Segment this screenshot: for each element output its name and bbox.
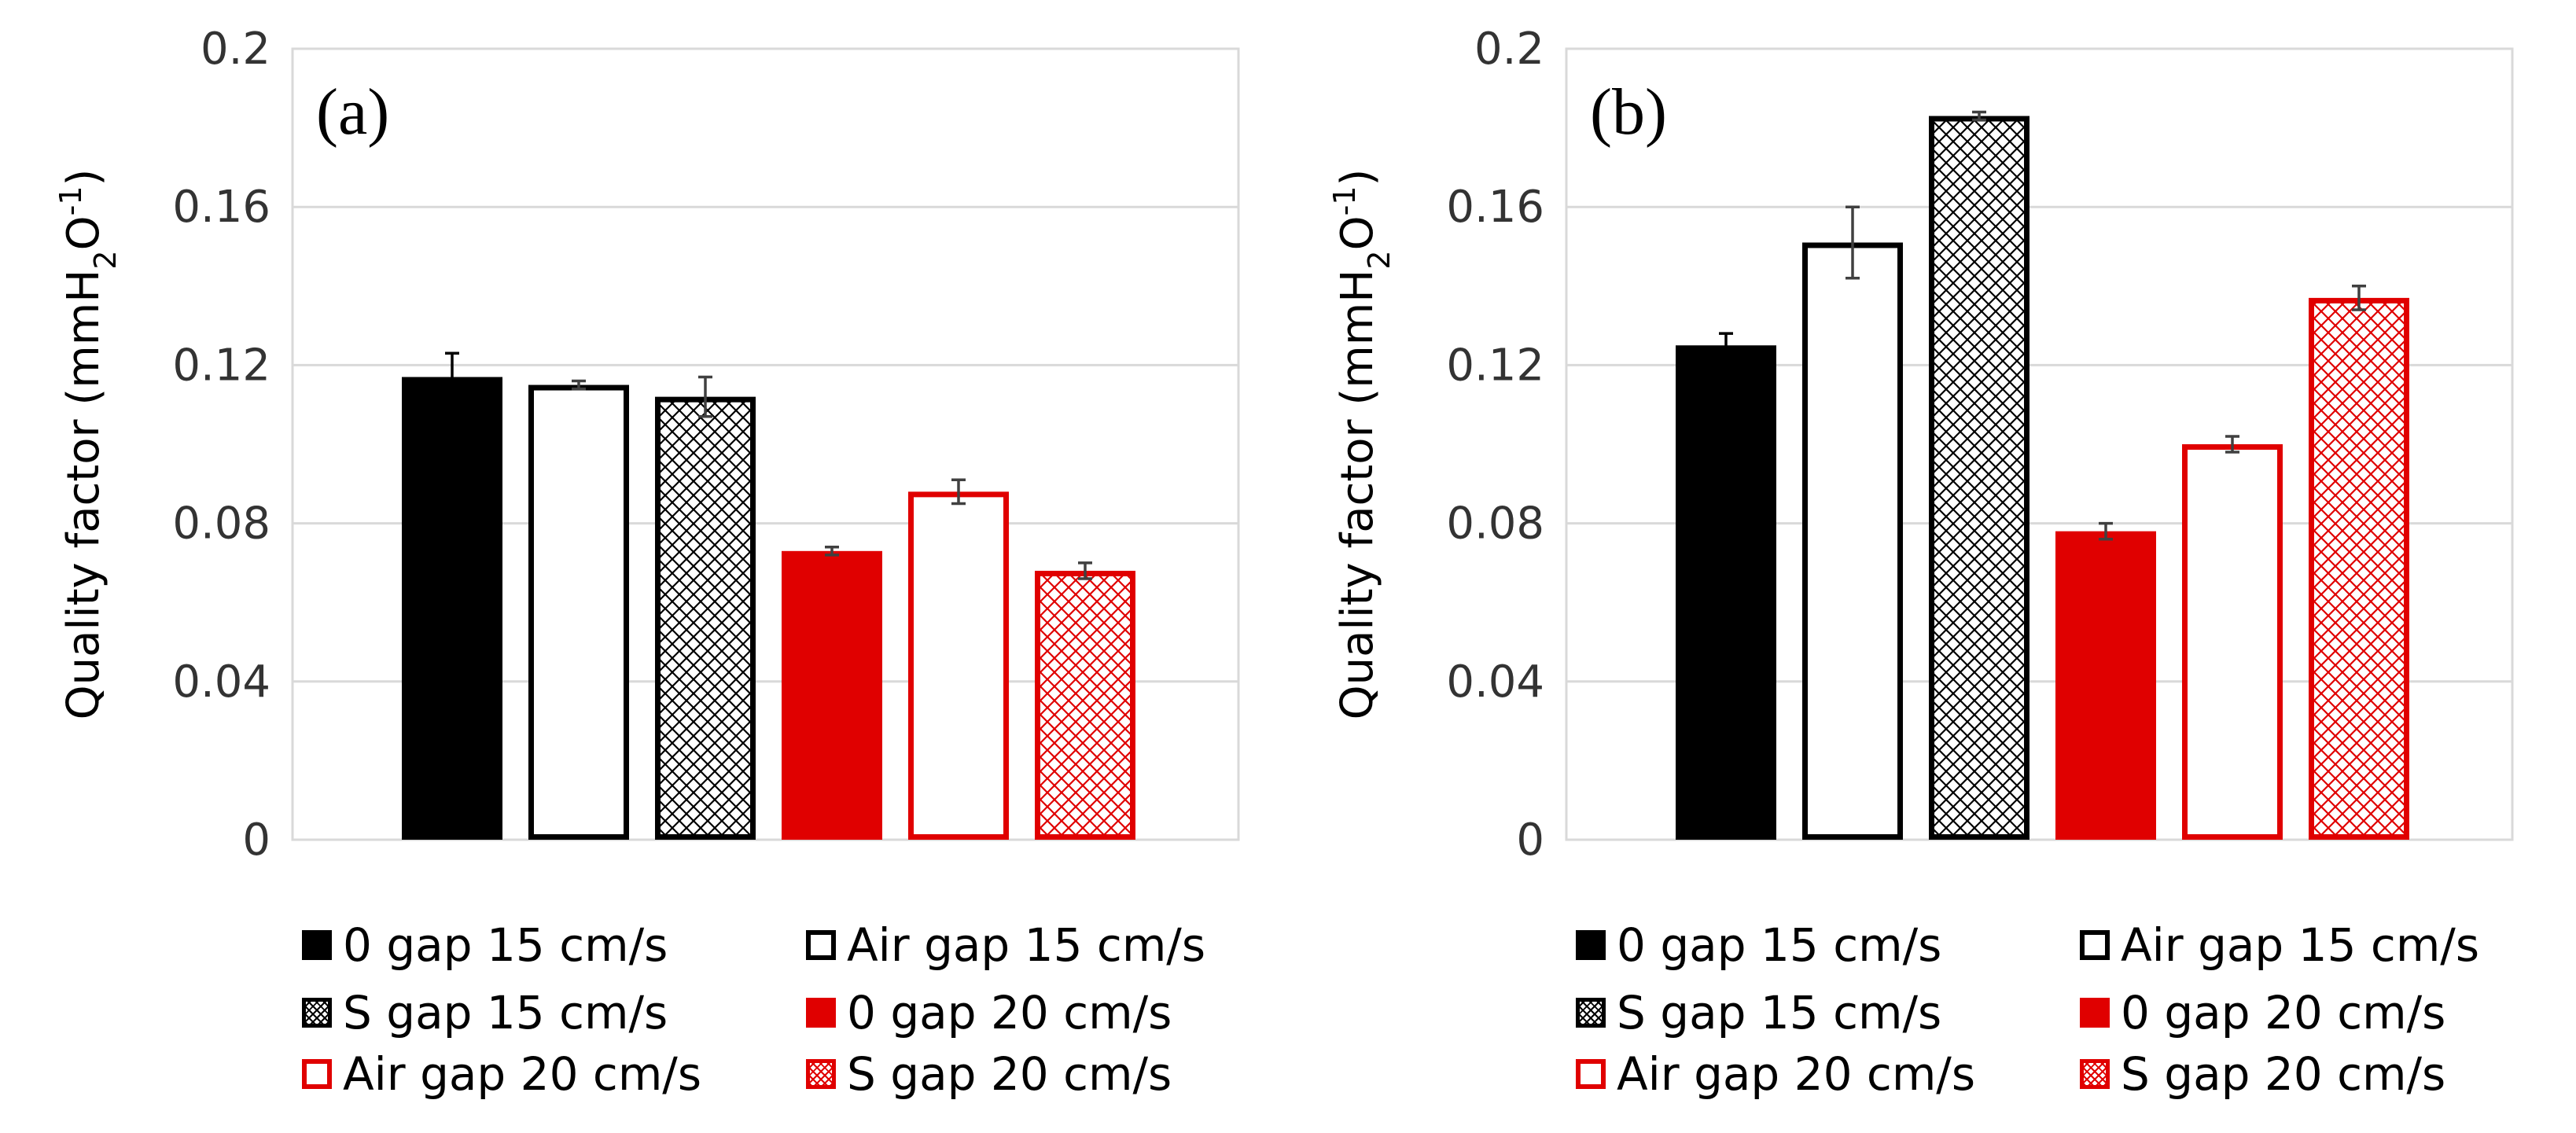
legend-item-0-gap-20-cm-s: 0 gap 20 cm/s [806, 978, 1172, 1047]
bar-s-gap-20-cm-s [2309, 297, 2409, 840]
bar-s-gap-15-cm-s [1929, 116, 2030, 840]
legend-item-s-gap-15-cm-s: S gap 15 cm/s [302, 978, 668, 1047]
legend-item-s-gap-20-cm-s: S gap 20 cm/s [2080, 1039, 2445, 1109]
panel-label: (a) [316, 75, 389, 149]
bar-air-gap-20-cm-s [908, 491, 1009, 840]
y-tick-label: 0.12 [1446, 340, 1544, 391]
panel-label: (b) [1590, 75, 1667, 149]
legend-label: 0 gap 20 cm/s [2121, 986, 2446, 1039]
legend-b: 0 gap 15 cm/s Air gap 15 cm/s S gap 15 cm/… [1274, 896, 2548, 1132]
legend-swatch [2080, 1059, 2110, 1089]
error-bar [2099, 521, 2113, 541]
bar-s-gap-15-cm-s [655, 396, 756, 840]
y-tick-label: 0 [1516, 815, 1544, 866]
legend-label: Air gap 15 cm/s [2121, 918, 2480, 972]
error-bar [445, 351, 459, 403]
y-tick-label: 0.2 [1474, 24, 1544, 75]
legend-swatch [806, 930, 836, 960]
legend-label: 0 gap 15 cm/s [343, 918, 668, 972]
legend-label: 0 gap 20 cm/s [847, 986, 1172, 1039]
legend-item-0-gap-15-cm-s: 0 gap 15 cm/s [1576, 910, 1941, 980]
legend-swatch [2080, 930, 2110, 960]
legend-label: Air gap 15 cm/s [847, 918, 1206, 972]
y-tick-label: 0.12 [172, 340, 270, 391]
legend-swatch [806, 1059, 836, 1089]
legend-swatch [806, 998, 836, 1028]
legend-item-air-gap-15-cm-s: Air gap 15 cm/s [806, 910, 1205, 980]
chart-a-svg: 0 0.04 0.08 0.12 0.16 0.2 Quality factor (mmH2… [53, 24, 1240, 866]
y-tick-label: 0 [242, 815, 270, 866]
error-bar [1846, 205, 1860, 280]
legend-swatch [302, 930, 332, 960]
error-bar [1719, 332, 1733, 359]
y-tick-label: 0.2 [201, 24, 270, 75]
legend-item-air-gap-20-cm-s: Air gap 20 cm/s [1576, 1039, 1975, 1109]
bar-0-gap-20-cm-s [782, 550, 882, 840]
bar-0-gap-15-cm-s [402, 377, 502, 840]
legend-label: S gap 20 cm/s [2121, 1047, 2446, 1101]
bar-air-gap-15-cm-s [528, 384, 629, 840]
legend-swatch [1576, 1059, 1606, 1089]
error-bar [2352, 285, 2366, 311]
legend-label: Air gap 20 cm/s [1617, 1047, 1976, 1101]
error-bar [2225, 435, 2239, 454]
bar-0-gap-20-cm-s [2055, 531, 2156, 840]
error-bar [1972, 110, 1986, 122]
bar-air-gap-20-cm-s [2182, 444, 2283, 840]
bar-0-gap-15-cm-s [1676, 345, 1776, 840]
legend-swatch [302, 998, 332, 1028]
legend-swatch [302, 1059, 332, 1089]
y-tick-label: 0.08 [1446, 498, 1544, 550]
legend-label: S gap 15 cm/s [1617, 986, 1942, 1039]
legend-item-air-gap-20-cm-s: Air gap 20 cm/s [302, 1039, 701, 1109]
legend-item-air-gap-15-cm-s: Air gap 15 cm/s [2080, 910, 2479, 980]
error-bar [698, 375, 712, 418]
y-axis-label: Quality factor (mmH2O-1) [1327, 169, 1397, 720]
y-tick-label: 0.16 [1446, 182, 1544, 233]
y-axis-label: Quality factor (mmH2O-1) [53, 169, 123, 720]
legend-item-0-gap-20-cm-s: 0 gap 20 cm/s [2080, 978, 2445, 1047]
legend-swatch [2080, 998, 2110, 1028]
legend-label: Air gap 20 cm/s [343, 1047, 702, 1101]
chart-panel-b: 0 0.04 0.08 0.12 0.16 0.2 Quality factor (mmH2… [1274, 0, 2548, 1133]
bar-s-gap-20-cm-s [1035, 570, 1135, 841]
legend-label: 0 gap 15 cm/s [1617, 918, 1942, 972]
legend-swatch [1576, 998, 1606, 1028]
bar-air-gap-15-cm-s [1802, 242, 1903, 841]
y-tick-label: 0.04 [172, 657, 270, 708]
legend-label: S gap 20 cm/s [847, 1047, 1172, 1101]
legend-item-0-gap-15-cm-s: 0 gap 15 cm/s [302, 910, 668, 980]
legend-item-s-gap-15-cm-s: S gap 15 cm/s [1576, 978, 1941, 1047]
error-bar [951, 478, 966, 506]
error-bar [1078, 561, 1092, 580]
error-bar [825, 546, 839, 557]
y-tick-label: 0.16 [172, 182, 270, 233]
error-bar [572, 379, 586, 391]
legend-a: 0 gap 15 cm/s Air gap 15 cm/s S gap 15 cm/… [0, 896, 1274, 1132]
chart-panel-a: 0 0.04 0.08 0.12 0.16 0.2 Quality factor (mmH2… [0, 0, 1274, 1133]
legend-label: S gap 15 cm/s [343, 986, 668, 1039]
legend-swatch [1576, 930, 1606, 960]
y-tick-label: 0.08 [172, 498, 270, 550]
chart-b-svg: 0 0.04 0.08 0.12 0.16 0.2 Quality factor (mmH2… [1327, 24, 2514, 866]
y-tick-label: 0.04 [1446, 657, 1544, 708]
legend-item-s-gap-20-cm-s: S gap 20 cm/s [806, 1039, 1172, 1109]
